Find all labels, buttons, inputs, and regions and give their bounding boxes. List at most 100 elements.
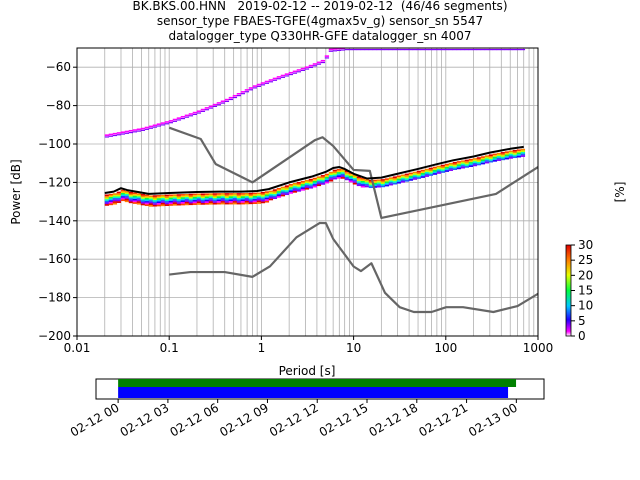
heatmap-cell <box>396 49 402 51</box>
heatmap-cell <box>228 201 234 203</box>
heatmap-cell <box>268 79 274 81</box>
heatmap-cell <box>384 179 390 182</box>
timeline-tick-label: 02-12 03 <box>118 400 172 439</box>
heatmap-cell <box>440 167 446 170</box>
heatmap-cell <box>140 193 146 196</box>
heatmap-cell <box>360 181 366 183</box>
heatmap-cell <box>348 174 354 176</box>
heatmap-cell <box>212 198 218 200</box>
heatmap-cell <box>112 196 118 199</box>
heatmap-cell <box>352 178 358 180</box>
heatmap-cell <box>104 194 110 197</box>
heatmap-cell <box>120 192 126 195</box>
heatmap-cell <box>452 165 458 167</box>
heatmap-cell <box>108 198 114 201</box>
heatmap-cell <box>304 179 310 182</box>
heatmap-cell <box>400 174 406 177</box>
heatmap-cell <box>180 195 186 198</box>
heatmap-cell <box>508 49 514 51</box>
heatmap-cell <box>180 115 186 118</box>
heatmap-cell <box>352 181 358 183</box>
heatmap-cell <box>124 132 130 134</box>
heatmap-cell <box>308 183 314 186</box>
heatmap-cell <box>224 202 230 205</box>
heatmap-cell <box>260 193 266 196</box>
heatmap-cell <box>344 49 350 51</box>
heatmap-cell <box>508 150 514 153</box>
heatmap-cell <box>496 159 502 161</box>
heatmap-cell <box>420 169 426 172</box>
heatmap-cell <box>120 199 126 202</box>
heatmap-cell <box>484 160 490 162</box>
heatmap-cell <box>200 196 206 199</box>
heatmap-cell <box>456 167 462 170</box>
heatmap-cell <box>208 198 214 200</box>
heatmap-cell <box>120 197 126 200</box>
heatmap-cell <box>256 197 262 200</box>
heatmap-cell <box>160 202 166 205</box>
heatmap-cell <box>380 180 386 183</box>
heatmap-cell <box>120 191 126 194</box>
heatmap-cell <box>520 150 526 153</box>
heatmap-cell <box>416 170 422 173</box>
heatmap-cell <box>300 180 306 183</box>
heatmap-cell <box>356 182 362 185</box>
heatmap-cell <box>392 181 398 183</box>
heatmap-cell <box>252 202 258 204</box>
heatmap-cell <box>156 195 162 197</box>
heatmap-cell <box>232 193 238 195</box>
heatmap-cell <box>280 74 286 77</box>
heatmap-cell <box>464 162 470 165</box>
heatmap-cell <box>180 203 186 206</box>
heatmap-cell <box>372 179 378 182</box>
heatmap-cell <box>216 102 222 104</box>
heatmap-cell <box>212 201 218 203</box>
heatmap-cell <box>368 179 374 182</box>
heatmap-cell <box>332 174 338 177</box>
heatmap-cell <box>140 129 146 131</box>
heatmap-cell <box>200 195 206 197</box>
heatmap-cell <box>392 178 398 180</box>
heatmap-cell <box>128 193 134 196</box>
heatmap-cell <box>164 201 170 203</box>
heatmap-cell <box>368 181 374 184</box>
heatmap-cell <box>488 49 494 51</box>
heatmap-cell <box>432 169 438 172</box>
heatmap-cell <box>428 169 434 172</box>
heatmap-cell <box>204 199 210 202</box>
heatmap-cell <box>504 157 510 160</box>
heatmap-cell <box>332 50 338 52</box>
heatmap-cell <box>252 85 258 87</box>
heatmap-cell <box>376 184 382 186</box>
heatmap-cell <box>144 202 150 205</box>
heatmap-cell <box>444 168 450 171</box>
heatmap-cell <box>168 194 174 197</box>
heatmap-cell <box>284 186 290 189</box>
heatmap-cell <box>188 200 194 202</box>
heatmap-cell <box>160 199 166 202</box>
heatmap-cell <box>464 159 470 162</box>
heatmap-cell <box>236 201 242 203</box>
heatmap-cell <box>164 121 170 123</box>
heatmap-cell <box>216 193 222 195</box>
heatmap-cell <box>152 196 158 199</box>
x-axis: 0.01 0.1 1 10 100 1000 <box>64 336 553 355</box>
heatmap-cell <box>324 175 330 178</box>
heatmap-cell <box>368 186 374 189</box>
heatmap-cell <box>256 192 262 195</box>
heatmap-cell <box>336 172 342 174</box>
heatmap-cell <box>368 183 374 185</box>
heatmap-cell <box>432 171 438 174</box>
heatmap-cell <box>308 180 314 183</box>
heatmap-cell <box>200 193 206 196</box>
y-tick-label: −120 <box>38 175 71 189</box>
heatmap-cell <box>500 155 506 157</box>
heatmap-cell <box>468 163 474 166</box>
heatmap-cell <box>172 195 178 198</box>
heatmap-cell <box>168 199 174 201</box>
heatmap-cell <box>124 190 130 193</box>
heatmap-cell <box>212 196 218 199</box>
heatmap-cell <box>324 57 330 59</box>
heatmap-cell <box>432 173 438 175</box>
heatmap-cell <box>268 81 274 83</box>
